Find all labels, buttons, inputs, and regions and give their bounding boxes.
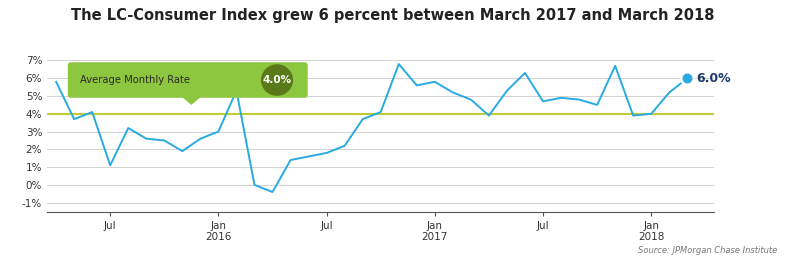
Text: Source: JPMorgan Chase Institute: Source: JPMorgan Chase Institute: [638, 246, 777, 255]
Text: Average Monthly Rate: Average Monthly Rate: [79, 75, 189, 85]
Text: The LC-Consumer Index grew 6 percent between March 2017 and March 2018: The LC-Consumer Index grew 6 percent bet…: [71, 8, 714, 23]
FancyBboxPatch shape: [68, 62, 308, 98]
Text: 6.0%: 6.0%: [696, 72, 731, 85]
Polygon shape: [179, 94, 204, 105]
Text: 4.0%: 4.0%: [262, 75, 291, 85]
Circle shape: [261, 65, 292, 95]
